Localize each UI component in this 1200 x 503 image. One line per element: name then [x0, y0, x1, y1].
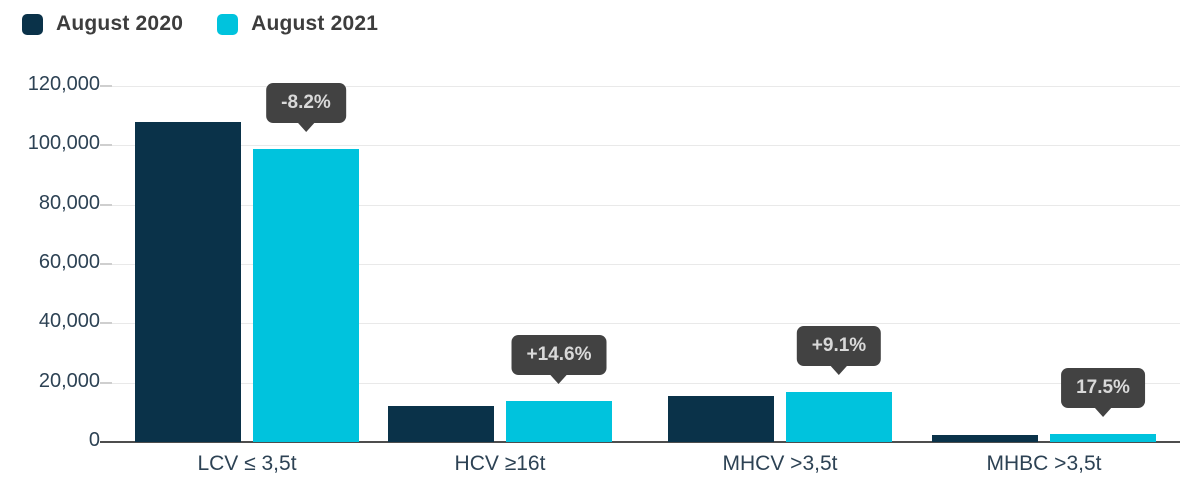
- change-badge: -8.2%: [266, 82, 346, 123]
- y-axis-tick: [100, 263, 112, 265]
- legend-swatch-august-2021: [217, 13, 239, 35]
- category-label: HCV ≥16t: [454, 452, 546, 475]
- gridline: [112, 323, 1180, 325]
- change-badge: +9.1%: [796, 325, 882, 366]
- y-axis-label: 80,000: [38, 191, 100, 214]
- y-axis-tick: [100, 441, 112, 443]
- y-axis-tick: [100, 203, 112, 206]
- y-axis-tick: [100, 144, 112, 147]
- y-axis-label: 60,000: [38, 251, 100, 273]
- bar-august-2021-4: [1050, 433, 1156, 442]
- gridline: [112, 86, 1180, 87]
- y-axis-label: 120,000: [27, 73, 100, 95]
- legend-swatch-august-2020: [22, 13, 43, 35]
- y-axis-label: 0: [88, 429, 100, 451]
- bar-august-2020-2: [388, 406, 494, 442]
- y-axis-label: 20,000: [38, 369, 100, 392]
- change-badge: 17.5%: [1061, 367, 1145, 408]
- legend-label-august-2020: August 2020: [56, 12, 184, 35]
- legend-item-august-2021: August 2021: [217, 12, 378, 36]
- y-axis-label: 100,000: [27, 132, 100, 155]
- category-label: MHBC >3,5t: [986, 452, 1102, 475]
- bar-august-2020-1: [135, 122, 241, 442]
- change-badge: +14.6%: [511, 335, 607, 376]
- bar-august-2021-2: [506, 401, 612, 442]
- category-label: LCV ≤ 3,5t: [197, 452, 297, 475]
- x-axis-line: [112, 441, 1180, 443]
- y-axis-label: 40,000: [38, 310, 100, 333]
- y-axis-tick: [100, 381, 112, 384]
- gridline: [112, 204, 1180, 206]
- gridline: [112, 145, 1180, 147]
- gridline: [112, 264, 1180, 265]
- bar-august-2021-1: [253, 148, 359, 442]
- y-axis-tick: [100, 85, 112, 87]
- bar-august-2020-4: [932, 434, 1038, 442]
- legend-item-august-2020: August 2020: [22, 12, 183, 36]
- bar-august-2021-3: [786, 391, 892, 442]
- category-label: MHCV >3,5t: [722, 452, 838, 475]
- legend: August 2020 August 2021: [22, 12, 378, 36]
- legend-label-august-2021: August 2021: [251, 12, 379, 35]
- y-axis-tick: [100, 322, 112, 325]
- gridline: [112, 382, 1180, 384]
- bar-august-2020-3: [668, 395, 774, 442]
